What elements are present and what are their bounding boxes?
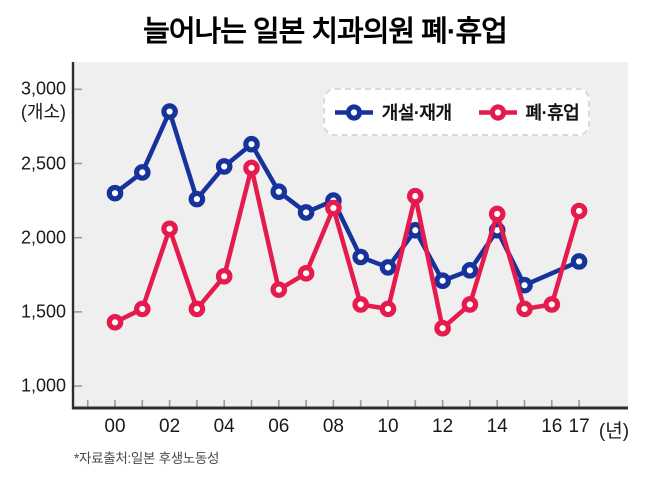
y-tick-label: 1,500: [20, 301, 66, 322]
x-tick-label: 04: [213, 416, 235, 437]
legend-item-openings: 개설·재개: [334, 99, 452, 125]
x-tick-label: 06: [268, 416, 290, 437]
x-axis-unit-label: (년): [598, 421, 630, 442]
legend-item-closures: 폐·휴업: [478, 99, 580, 125]
x-tick-label: 02: [159, 416, 181, 437]
legend: 개설·재개 폐·휴업: [323, 88, 590, 136]
legend-label-closures: 폐·휴업: [525, 103, 580, 123]
y-tick-label: 2,500: [20, 153, 66, 173]
x-tick-label: 17: [568, 416, 590, 437]
y-tick-label: 2,000: [20, 227, 66, 248]
x-tick-label: 08: [322, 416, 344, 437]
legend-label-openings: 개설·재개: [381, 103, 452, 123]
chart-title: 늘어나는 일본 치과의원 폐·휴업: [143, 16, 508, 48]
y-axis-unit-label: (개소): [20, 102, 66, 123]
x-tick-label: 16: [541, 416, 563, 437]
y-tick-label: 3,000: [20, 78, 66, 99]
x-tick-label: 00: [104, 416, 126, 437]
x-tick-label: 12: [432, 416, 454, 437]
red-line-marker-icon: [478, 103, 517, 121]
source-note: *자료출처:일본 후생노동성: [74, 451, 220, 466]
x-tick-label: 10: [377, 416, 399, 437]
x-tick-label: 14: [486, 416, 508, 437]
blue-line-marker-icon: [334, 103, 373, 121]
y-tick-label: 1,000: [20, 375, 66, 396]
